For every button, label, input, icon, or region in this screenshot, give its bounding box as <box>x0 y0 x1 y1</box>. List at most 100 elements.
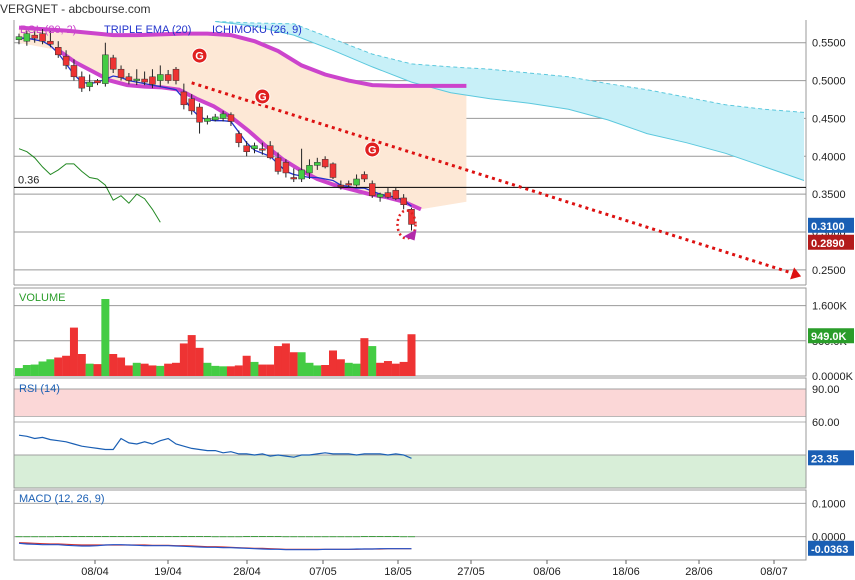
volume-bar <box>281 343 290 376</box>
macd-histogram-bar <box>360 536 368 537</box>
price-tick-label: 0.4500 <box>812 113 846 125</box>
bollinger-lower-line <box>57 48 422 212</box>
macd-histogram-bar <box>196 536 204 537</box>
candlestick <box>78 71 86 92</box>
candlestick <box>157 65 164 87</box>
ichimoku-span-b <box>215 21 805 181</box>
macd-histogram-bar <box>298 536 306 538</box>
macd-histogram-bar <box>211 536 219 538</box>
volume-title: VOLUME <box>19 292 65 304</box>
ichimoku-span-a <box>215 21 805 113</box>
price-tick-label: 0.4000 <box>812 151 846 163</box>
volume-bar <box>195 347 204 376</box>
legend-bollinger: BOL (20, 2) <box>20 24 76 36</box>
x-tick-label: 19/04 <box>154 566 182 578</box>
volume-bar <box>242 355 251 376</box>
volume-bar <box>30 364 39 376</box>
macd-histogram-bar <box>243 536 251 537</box>
candlestick <box>47 30 54 48</box>
candlestick <box>392 188 400 201</box>
candlestick <box>329 162 337 179</box>
signal-marker-label: G <box>368 144 377 156</box>
volume-bar <box>360 338 369 376</box>
candlestick <box>141 71 148 86</box>
candle-body <box>109 57 117 70</box>
volume-bar <box>383 361 392 376</box>
x-tick-label: 08/04 <box>81 566 109 578</box>
macd-histogram-bar <box>313 536 321 538</box>
candlestick <box>384 188 392 199</box>
candlesticks <box>15 29 415 231</box>
candlestick <box>117 65 125 81</box>
macd-histogram-bar <box>203 536 211 537</box>
candlestick <box>251 142 258 154</box>
last-price-badge-text: 0.3100 <box>811 221 845 233</box>
volume-bar <box>132 362 141 376</box>
macd-histogram-bar <box>384 536 392 537</box>
price-tick-label: 0.5000 <box>812 76 846 88</box>
macd-histogram-bar <box>227 536 235 538</box>
rsi-tick-label: 90.00 <box>812 384 840 396</box>
macd-histogram-bar <box>54 536 62 537</box>
candle-body <box>353 178 360 186</box>
candle-body <box>306 165 313 174</box>
macd-last-badge: -0.0363 <box>808 540 854 556</box>
candle-body <box>141 78 148 83</box>
bollinger-upper-line <box>18 25 467 88</box>
reference-line-label: 0.36 <box>18 174 39 186</box>
candlestick <box>314 157 321 170</box>
macd-y-axis: 0.1000 0.0000-0.0363 <box>808 498 854 556</box>
candle-body <box>290 177 297 180</box>
candle-body <box>47 40 54 45</box>
macd-histogram-bar <box>117 536 125 537</box>
signal-marker: G <box>191 47 208 64</box>
rsi-line <box>18 434 412 459</box>
macd-histogram-bar <box>86 536 94 537</box>
candlestick <box>337 180 345 190</box>
candlestick <box>62 50 70 70</box>
macd-histogram-bar <box>321 536 329 538</box>
price-tick-label: 0.2500 <box>812 265 846 277</box>
signal-marker-label: G <box>195 51 204 63</box>
candlestick <box>298 148 305 183</box>
candle-body <box>384 192 392 198</box>
volume-bar <box>313 365 322 376</box>
macd-histogram-bar <box>235 536 243 538</box>
page-title: VERGNET - abcbourse.com <box>0 2 151 16</box>
volume-last-badge-text: 949.0K <box>811 331 847 343</box>
candle-body <box>314 162 321 166</box>
candlestick <box>31 30 38 43</box>
price-y-axis: 0.55000.50000.45000.40000.35000.30000.25… <box>808 38 854 277</box>
last-candle-highlight <box>396 209 417 240</box>
candle-body <box>180 91 188 106</box>
candlestick <box>400 194 407 210</box>
volume-bar <box>101 299 110 376</box>
macd-histogram-bar <box>392 536 400 537</box>
macd-histogram-bar <box>172 536 180 537</box>
volume-bar <box>85 363 94 376</box>
candle-body <box>117 68 125 78</box>
price-panel: 0.36 G G G BOL (20, 2) TRIPLE EMA (20) ICH… <box>13 20 854 286</box>
last-price-badge-box <box>808 217 854 233</box>
macd-lines <box>18 542 412 551</box>
macd-histogram-bar <box>376 536 384 537</box>
volume-bar <box>289 352 298 376</box>
macd-histogram-bar <box>23 536 31 538</box>
macd-histogram-bar <box>46 536 54 538</box>
candle-body <box>345 183 352 186</box>
rsi-last-badge-box <box>808 450 854 466</box>
candlestick <box>39 29 46 45</box>
candle-body <box>361 174 368 180</box>
macd-histogram <box>15 536 415 538</box>
candlestick <box>164 69 172 84</box>
volume-bar <box>266 364 275 376</box>
volume-bar <box>305 362 314 376</box>
candle-body <box>259 148 266 151</box>
candle-body <box>282 162 290 174</box>
volume-bars <box>15 299 416 376</box>
macd-title: MACD (12, 26, 9) <box>19 493 105 505</box>
candle-body <box>243 145 250 152</box>
